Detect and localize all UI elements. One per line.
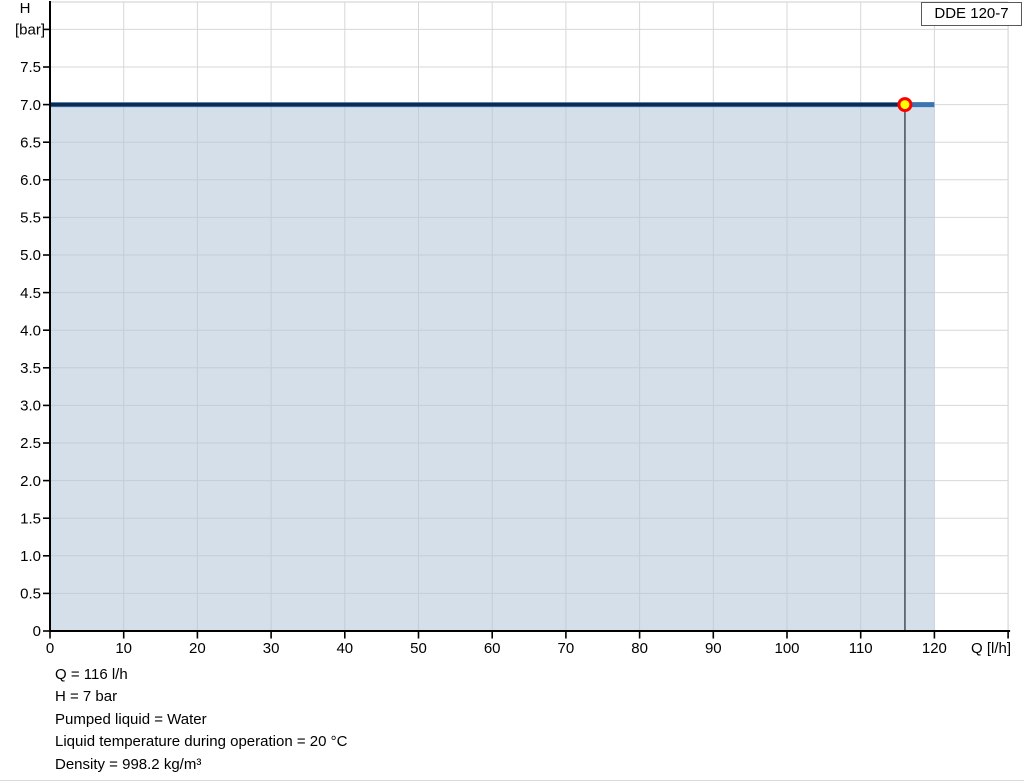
x-tick-label: 120: [922, 640, 947, 657]
info-line-temperature: Liquid temperature during operation = 20…: [55, 733, 348, 751]
x-tick-label: 110: [849, 640, 873, 657]
y-tick-label: 3.0: [20, 398, 41, 415]
x-axis-title: Q [l/h]: [971, 640, 1011, 657]
legend-box: DDE 120-7: [921, 2, 1022, 26]
curve-area-fill: [50, 104, 935, 632]
y-axis-unit-label: [bar]: [15, 22, 45, 39]
y-tick-label: 7.0: [20, 97, 41, 114]
duty-info-block: Q = 116 l/h H = 7 bar Pumped liquid = Wa…: [55, 664, 347, 776]
x-tick-label: 50: [410, 640, 427, 657]
y-tick-labels: 0 0.5 1.0 1.5 2.0 2.5 3.0 3.5 4.0 4.5 5.0 5.5 6.0 6.5…: [20, 59, 41, 640]
legend-label: DDE 120-7: [934, 5, 1009, 22]
x-tick-label: 90: [705, 640, 722, 657]
y-tick-label: 5.0: [20, 247, 41, 264]
y-tick-label: 4.5: [20, 285, 41, 302]
x-tick-label: 70: [558, 640, 575, 657]
y-tick-label: 6.5: [20, 134, 41, 151]
info-line-density: Density = 998.2 kg/m³: [55, 755, 202, 773]
y-axis-title: H: [20, 0, 31, 17]
y-tick-label: 0.5: [20, 586, 41, 603]
x-tick-label: 60: [484, 640, 501, 657]
x-tick-label: 30: [263, 640, 280, 657]
y-tick-label: 5.5: [20, 210, 41, 227]
info-line-liquid: Pumped liquid = Water: [55, 710, 207, 728]
duty-point-marker: [897, 97, 913, 113]
x-tick-label: 0: [46, 640, 54, 657]
y-tick-label: 1.0: [20, 548, 41, 565]
x-tick-labels: 0 10 20 30 40 50 60 70 80 90 100 110 120: [46, 640, 947, 657]
y-tick-label: 1.5: [20, 510, 41, 527]
y-tick-label: 3.5: [20, 360, 41, 377]
y-tick-label: 4.0: [20, 322, 41, 339]
info-line-flow: Q = 116 l/h: [55, 666, 128, 683]
x-tick-label: 100: [774, 640, 799, 657]
y-tick-label: 0: [33, 623, 41, 640]
y-tick-label: 2.5: [20, 435, 41, 452]
info-line-head: H = 7 bar: [55, 688, 118, 706]
x-tick-label: 10: [115, 640, 132, 657]
y-tick-label: 7.5: [20, 59, 41, 76]
tick-marks: [43, 28, 1009, 639]
y-tick-label: 6.0: [20, 172, 41, 189]
chart-area: 0 0.5 1.0 1.5 2.0 2.5 3.0 3.5 4.0 4.5 5.0 5.5 6.0 6.5…: [15, 0, 1022, 657]
y-tick-label: 2.0: [20, 473, 41, 490]
x-tick-label: 20: [189, 640, 206, 657]
x-tick-label: 40: [336, 640, 353, 657]
pump-curve-chart: 0 0.5 1.0 1.5 2.0 2.5 3.0 3.5 4.0 4.5 5.0 5.5 6.0 6.5…: [15, 0, 1011, 657]
x-tick-label: 80: [631, 640, 648, 657]
